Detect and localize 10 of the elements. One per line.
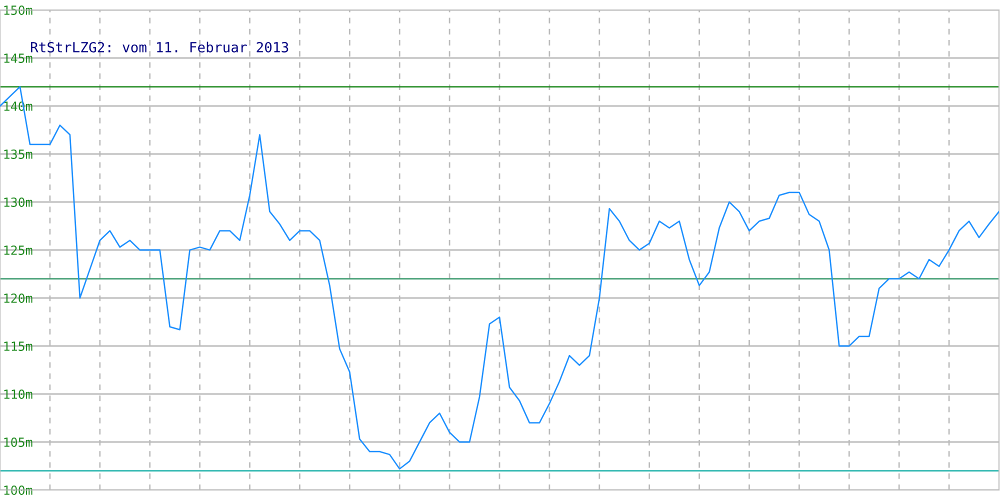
y-tick-label: 105m <box>4 438 32 447</box>
text: RtStrLZG2: vom 11. Februar 2013 <box>30 42 288 52</box>
y-tick-label: 145m <box>4 54 32 63</box>
y-tick-label: 135m <box>4 150 32 159</box>
y-tick-label: 115m <box>4 342 32 351</box>
line-series <box>0 86 999 470</box>
y-tick-label: 110m <box>4 390 32 399</box>
y-tick-label: 130m <box>4 198 32 207</box>
y-tick-label: 125m <box>4 246 32 255</box>
y-tick-label: 120m <box>4 294 32 303</box>
